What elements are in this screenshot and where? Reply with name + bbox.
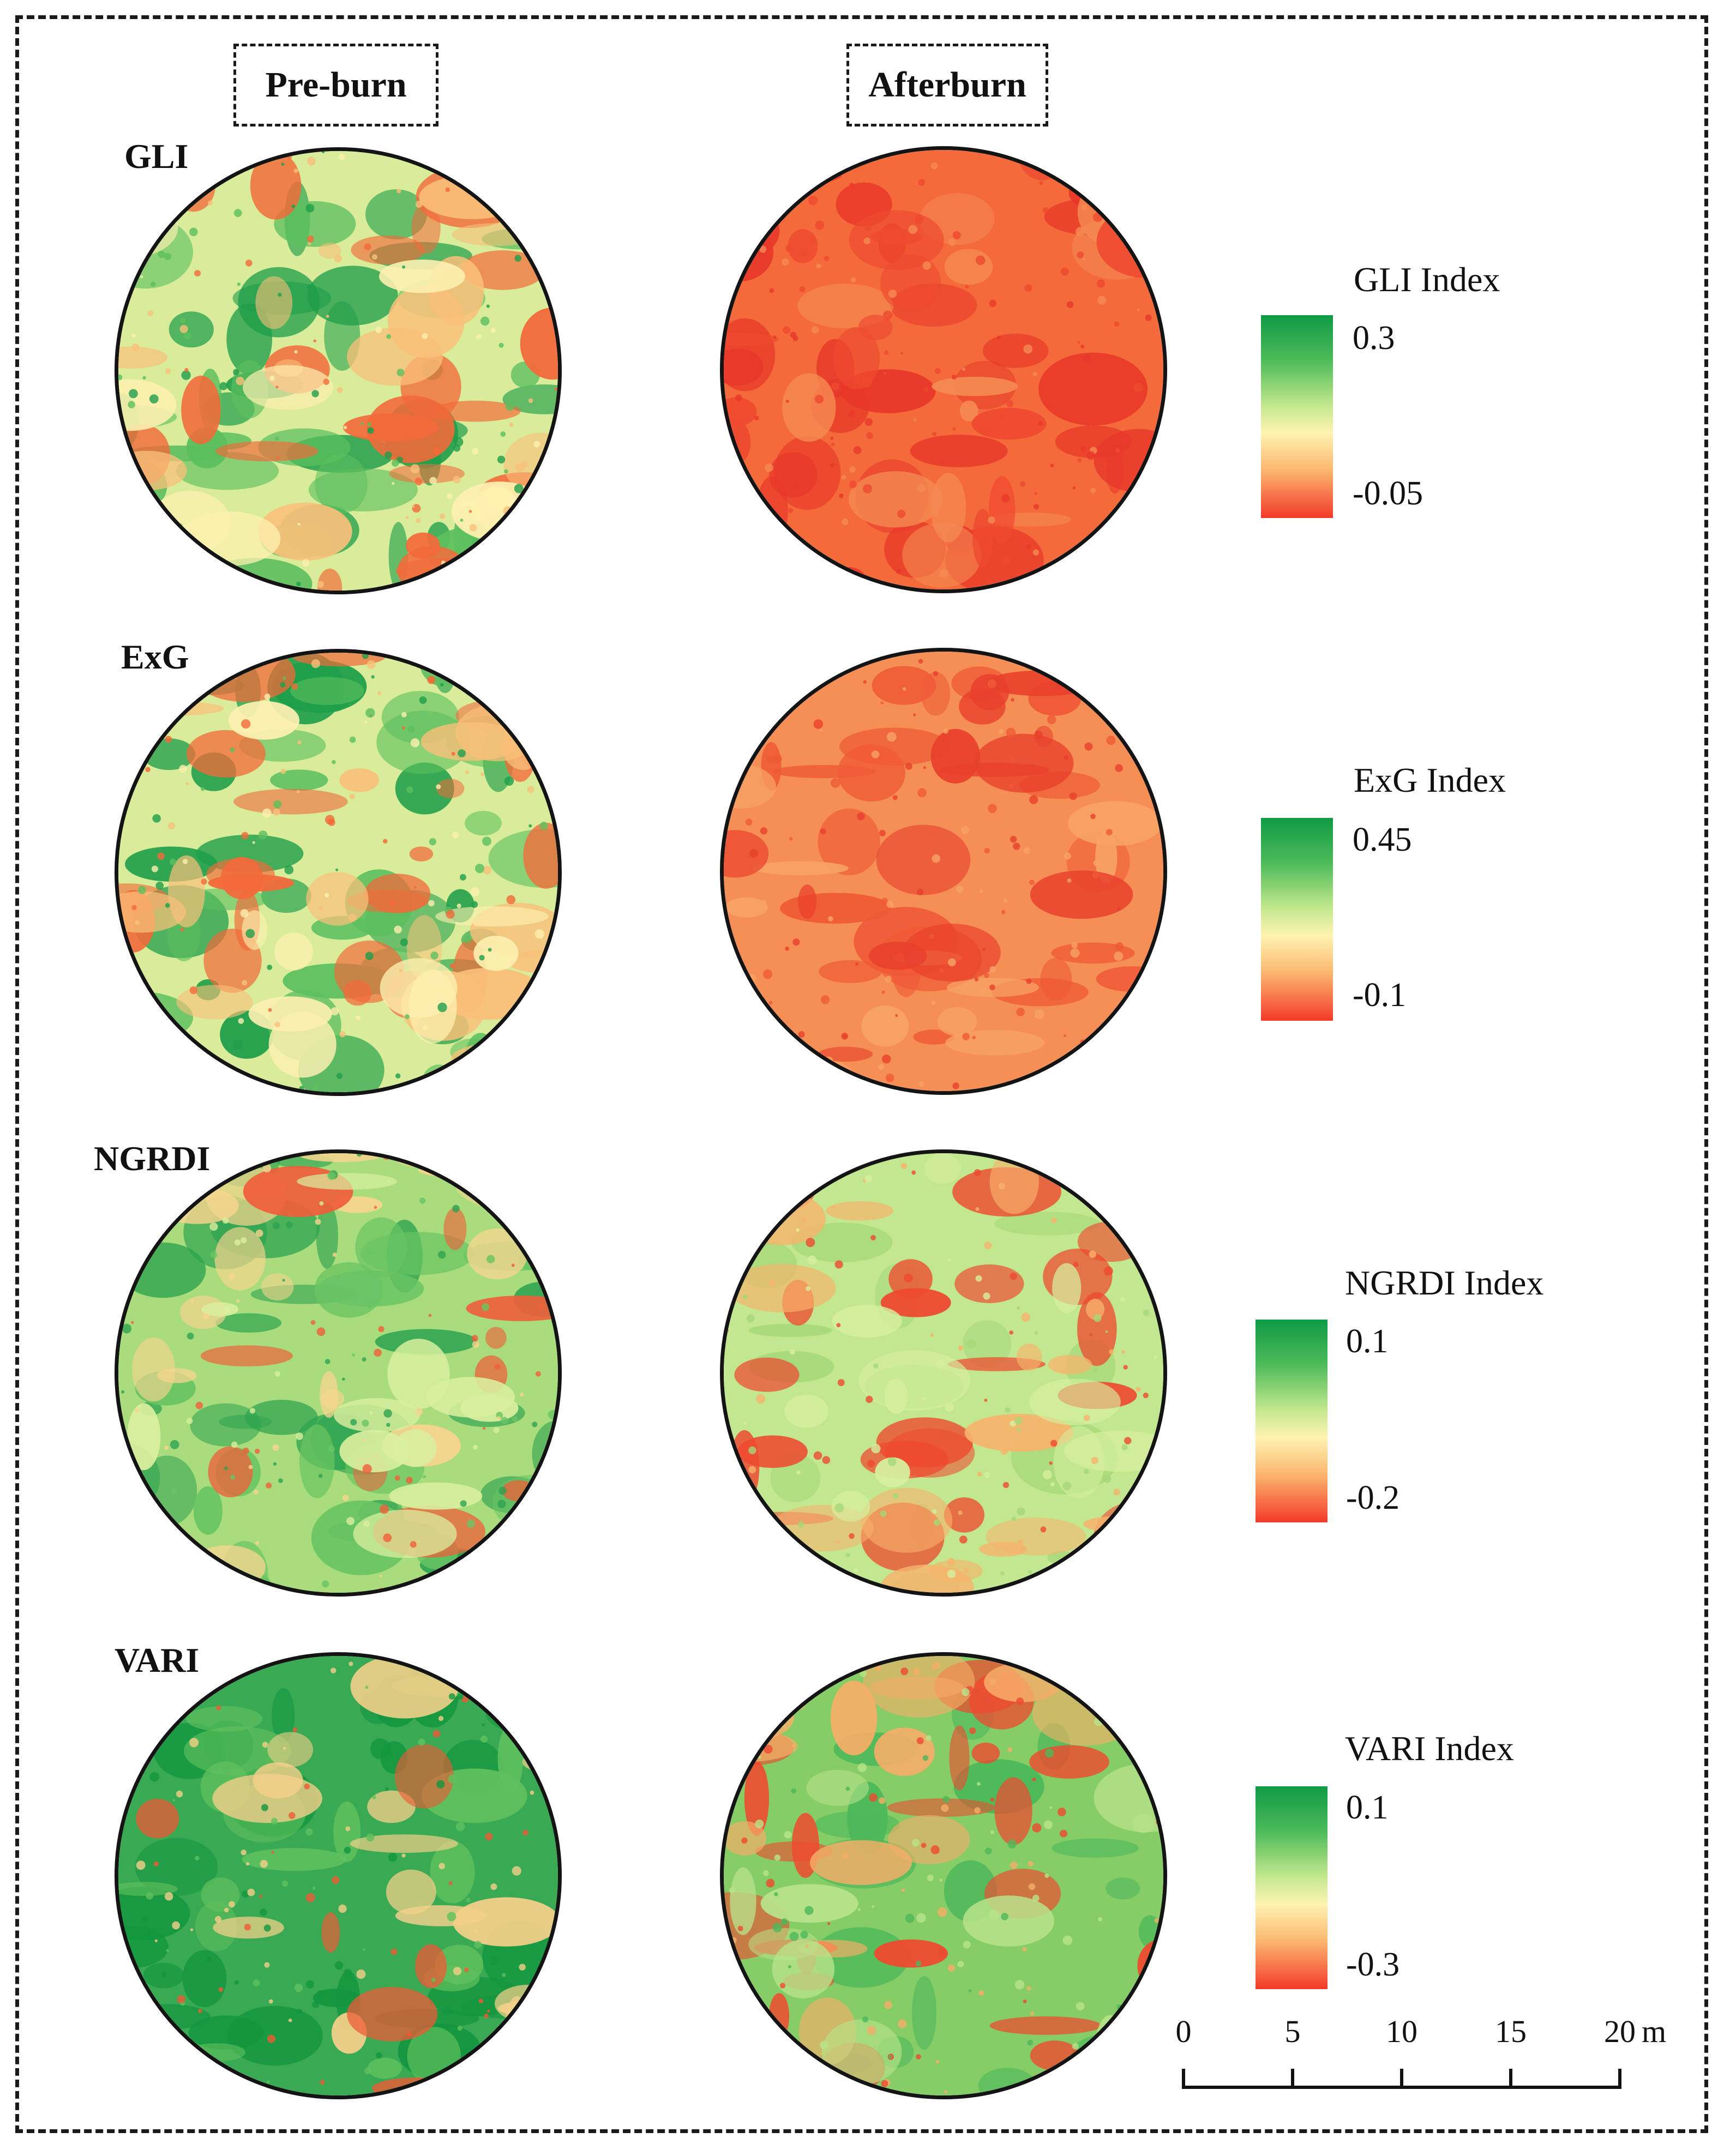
scale-tick-5: 5 [1284,2014,1301,2049]
scale-unit: m [1642,2014,1667,2049]
legend-min-gli: -0.05 [1353,475,1423,512]
scale-tick-10: 10 [1386,2014,1417,2049]
legend-title-gli: GLI Index [1354,260,1500,299]
row-label-vari: VARI [115,1641,200,1679]
map-pre-burn-ngrdi [115,1149,562,1597]
map-pre-burn-exg [115,649,562,1096]
legend-min-ngrdi: -0.2 [1346,1479,1400,1516]
scale-bar [1182,2069,1621,2089]
legend-title-exg: ExG Index [1354,761,1506,799]
map-afterburn-gli [720,146,1167,593]
scale-tick-15: 15 [1495,2014,1527,2049]
scale-tick-20: 20 [1604,2014,1636,2049]
column-header-afterburn: Afterburn [846,44,1048,127]
legend-max-ngrdi: 0.1 [1346,1323,1389,1360]
legend-max-exg: 0.45 [1353,821,1412,858]
legend-colorbar-vari [1256,1786,1327,1989]
legend-max-gli: 0.3 [1353,320,1395,357]
row-label-gli: GLI [124,137,189,176]
legend-colorbar-ngrdi [1256,1320,1327,1522]
legend-colorbar-exg [1261,818,1333,1021]
legend-title-vari: VARI Index [1345,1729,1514,1768]
row-label-exg: ExG [121,637,189,676]
map-afterburn-ngrdi [720,1149,1167,1597]
legend-title-ngrdi: NGRDI Index [1345,1263,1544,1302]
column-header-pre-burn: Pre-burn [233,44,438,127]
legend-max-vari: 0.1 [1346,1789,1389,1826]
map-pre-burn-vari [115,1652,562,2099]
legend-min-exg: -0.1 [1353,977,1407,1014]
map-afterburn-exg [720,648,1167,1095]
map-pre-burn-gli [115,147,562,594]
legend-min-vari: -0.3 [1346,1946,1400,1983]
map-afterburn-vari [720,1652,1167,2099]
row-label-ngrdi: NGRDI [94,1139,211,1178]
scale-tick-0: 0 [1175,2014,1192,2049]
legend-colorbar-gli [1261,315,1333,518]
figure-frame [15,15,1708,2133]
